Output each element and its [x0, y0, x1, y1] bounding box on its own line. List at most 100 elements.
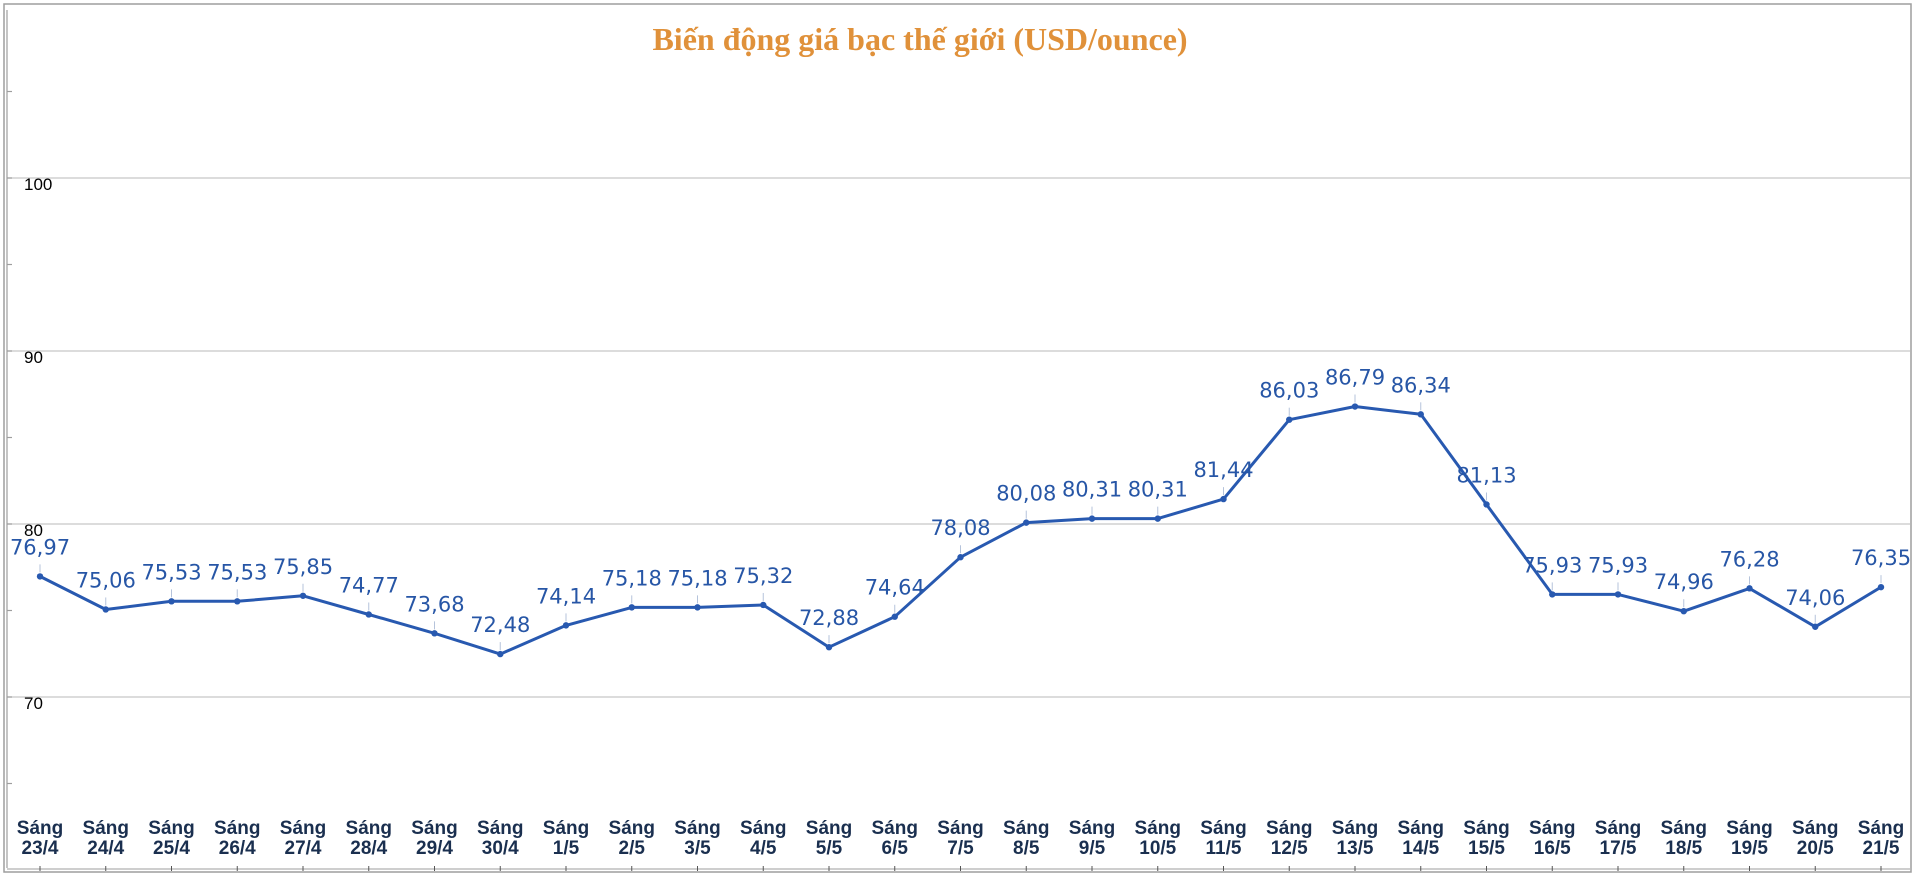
x-tick-label-9-line1: Sáng — [609, 818, 655, 839]
series-layer — [36, 403, 1885, 658]
x-tick-label-25-line1: Sáng — [1661, 818, 1707, 839]
data-label-17: 80,31 — [1128, 478, 1188, 502]
data-point-8 — [562, 622, 570, 629]
x-tick-label-3-line2: 26/4 — [219, 838, 256, 859]
x-tick-label-28-line2: 21/5 — [1863, 838, 1900, 859]
x-tick-label-17-line2: 10/5 — [1139, 838, 1176, 859]
x-tick-label-11-line2: 4/5 — [750, 838, 777, 859]
data-point-2 — [168, 598, 175, 605]
x-tick-label-16-line1: Sáng — [1069, 818, 1115, 839]
data-point-13 — [891, 613, 898, 620]
x-tick-label-16-line2: 9/5 — [1079, 838, 1106, 859]
data-label-14: 78,08 — [930, 516, 990, 540]
data-point-5 — [365, 611, 372, 618]
x-tick-label-10-line2: 3/5 — [684, 838, 711, 859]
x-tick-label-0-line2: 23/4 — [22, 838, 59, 859]
data-label-7: 72,48 — [470, 613, 530, 637]
x-tick-label-22-line1: Sáng — [1463, 818, 1509, 839]
x-tick-label-14-line2: 7/5 — [947, 838, 974, 859]
data-label-16: 80,31 — [1062, 478, 1122, 502]
x-tick-label-5-line2: 28/4 — [350, 838, 387, 859]
data-point-14 — [957, 554, 964, 561]
data-label-26: 76,28 — [1719, 547, 1779, 571]
grid-layer — [7, 177, 1910, 698]
data-point-20 — [1351, 403, 1359, 410]
data-label-3: 75,53 — [207, 560, 267, 584]
data-label-6: 73,68 — [404, 592, 464, 616]
x-tick-label-17-line1: Sáng — [1135, 818, 1181, 839]
x-tick-label-1-line1: Sáng — [83, 818, 129, 839]
x-tick-label-12-line1: Sáng — [806, 818, 852, 839]
x-tick-label-19-line1: Sáng — [1266, 818, 1312, 839]
data-label-9: 75,18 — [602, 566, 662, 590]
x-tick-label-25-line2: 18/5 — [1665, 838, 1702, 859]
y-tick-label-90: 90 — [24, 348, 43, 367]
y-tick-label-100: 100 — [24, 175, 52, 194]
data-point-0 — [36, 573, 44, 580]
data-point-9 — [628, 604, 635, 611]
x-tick-label-7-line1: Sáng — [477, 818, 523, 839]
data-point-27 — [1812, 623, 1819, 630]
x-tick-label-27-line1: Sáng — [1792, 818, 1838, 839]
x-tick-label-6-line1: Sáng — [411, 818, 457, 839]
data-label-28: 76,35 — [1851, 546, 1911, 570]
x-tick-label-15-line2: 8/5 — [1013, 838, 1040, 859]
x-tick-label-10-line1: Sáng — [674, 818, 720, 839]
x-tick-label-24-line1: Sáng — [1595, 818, 1641, 839]
data-label-19: 86,03 — [1259, 379, 1319, 403]
x-tick-label-22-line2: 15/5 — [1468, 838, 1505, 859]
data-point-11 — [760, 601, 767, 609]
x-tick-label-23-line2: 16/5 — [1534, 838, 1571, 859]
x-tick-label-13-line1: Sáng — [872, 818, 918, 839]
data-point-22 — [1483, 501, 1490, 508]
x-tick-label-18-line1: Sáng — [1200, 818, 1246, 839]
data-label-11: 75,32 — [733, 564, 793, 588]
data-label-21: 86,34 — [1391, 373, 1451, 397]
y-tick-label-80: 80 — [24, 521, 43, 540]
x-tick-label-8-line2: 1/5 — [553, 838, 580, 859]
data-label-22: 81,13 — [1456, 463, 1516, 487]
data-point-4 — [299, 592, 307, 599]
x-tick-label-20-line2: 13/5 — [1337, 838, 1374, 859]
data-label-4: 75,85 — [273, 555, 333, 579]
x-tick-label-2-line1: Sáng — [148, 818, 194, 839]
data-label-18: 81,44 — [1193, 458, 1253, 482]
x-tick-label-12-line2: 5/5 — [816, 838, 843, 859]
data-point-15 — [1023, 519, 1030, 526]
x-axis: Sáng23/4Sáng24/4Sáng25/4Sáng26/4Sáng27/4… — [7, 818, 1910, 871]
data-point-7 — [497, 650, 504, 658]
data-label-24: 75,93 — [1588, 553, 1648, 577]
data-point-17 — [1154, 515, 1161, 522]
x-tick-label-28-line1: Sáng — [1858, 818, 1904, 839]
x-tick-label-23-line1: Sáng — [1529, 818, 1575, 839]
x-tick-label-4-line2: 27/4 — [285, 838, 322, 859]
y-axis: 70 80 90 100 — [6, 10, 52, 868]
data-label-20: 86,79 — [1325, 366, 1385, 390]
x-tick-label-27-line2: 20/5 — [1797, 838, 1834, 859]
data-label-15: 80,08 — [996, 482, 1056, 506]
data-point-25 — [1680, 607, 1687, 615]
data-label-12: 72,88 — [799, 606, 859, 630]
data-label-13: 74,64 — [865, 576, 925, 600]
x-tick-label-18-line2: 11/5 — [1206, 838, 1242, 859]
data-label-10: 75,18 — [667, 566, 727, 590]
chart-border — [3, 3, 1912, 873]
x-tick-label-3-line1: Sáng — [214, 818, 260, 839]
data-point-16 — [1088, 515, 1096, 522]
data-label-8: 74,14 — [536, 584, 596, 608]
x-tick-label-2-line2: 25/4 — [153, 838, 190, 859]
data-label-27: 74,06 — [1785, 586, 1845, 610]
x-tick-label-11-line1: Sáng — [740, 818, 786, 839]
x-tick-label-13-line2: 6/5 — [882, 838, 909, 859]
data-point-18 — [1220, 495, 1227, 503]
data-point-28 — [1877, 583, 1885, 591]
data-label-1: 75,06 — [76, 568, 136, 592]
data-point-21 — [1417, 411, 1424, 418]
data-point-19 — [1286, 416, 1293, 423]
x-tick-label-24-line2: 17/5 — [1600, 838, 1637, 859]
data-label-0: 76,97 — [10, 535, 70, 559]
